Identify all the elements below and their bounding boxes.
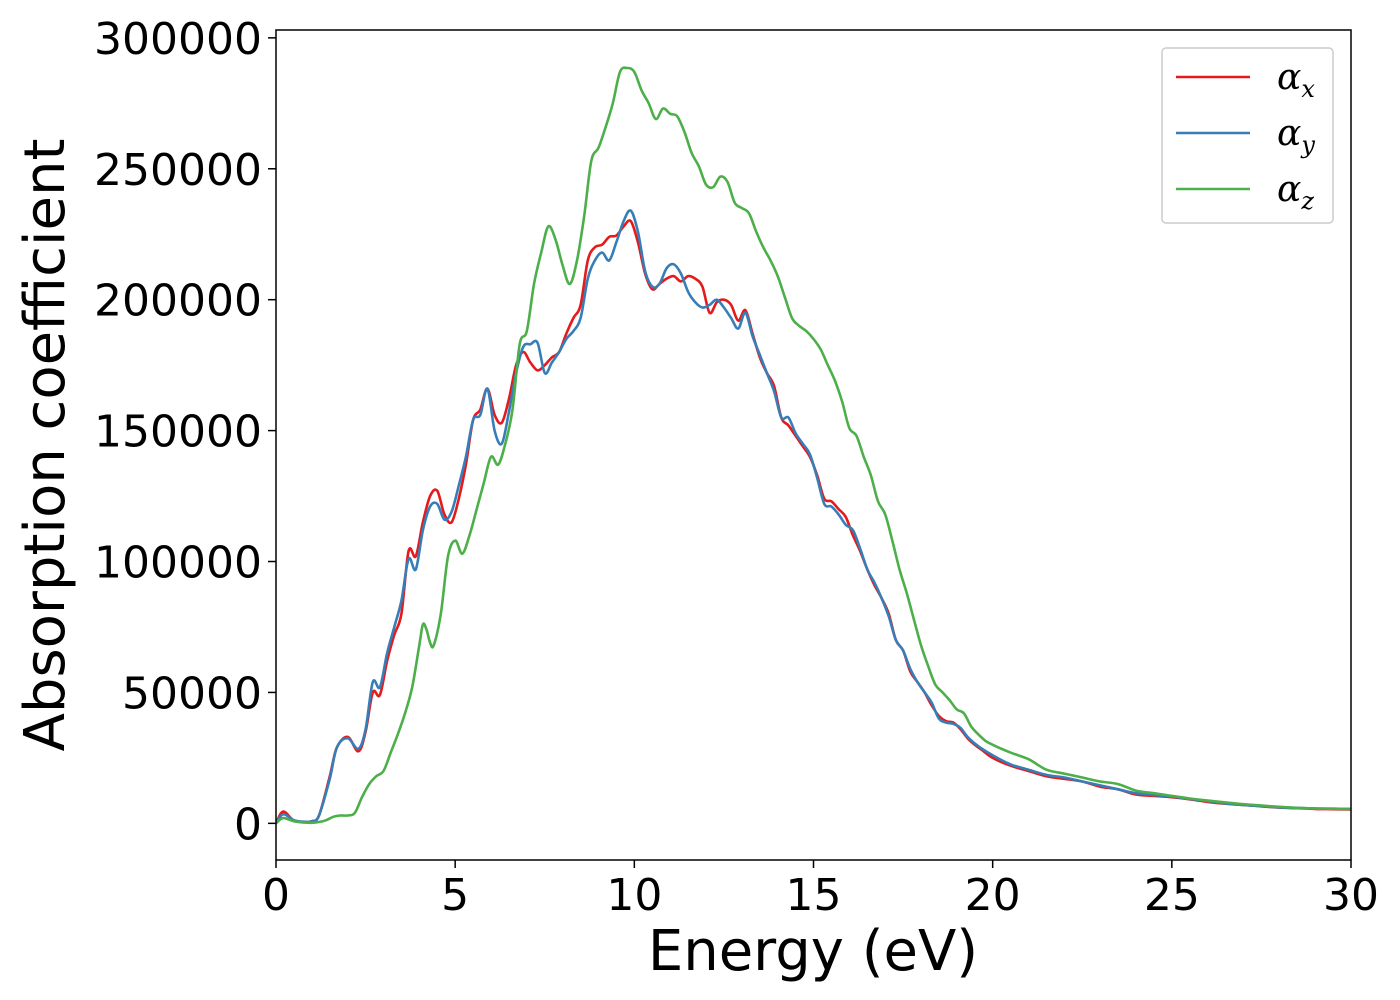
legend: αx αy αz — [1161, 47, 1334, 224]
y-tick-label: 250000 — [94, 145, 262, 196]
x-axis: 0 5 10 15 20 25 30 — [262, 860, 1379, 921]
x-axis-label: Energy (eV) — [648, 919, 978, 984]
y-tick-label: 100000 — [94, 538, 262, 589]
series-layer — [276, 66, 1351, 825]
y-tick-label: 150000 — [94, 407, 262, 458]
legend-box — [1161, 47, 1334, 224]
legend-label-alpha-z: αz — [1277, 169, 1314, 215]
y-tick-label: 50000 — [122, 668, 262, 719]
y-tick-label: 200000 — [94, 276, 262, 327]
y-tick-label: 0 — [234, 799, 262, 850]
legend-label-alpha-x: αx — [1277, 57, 1315, 103]
legend-label-alpha-y: αy — [1277, 113, 1315, 159]
x-tick-label: 10 — [606, 870, 662, 921]
y-tick-label: 300000 — [94, 14, 262, 65]
x-tick-label: 25 — [1144, 870, 1200, 921]
y-axis-label: Absorption coefficient — [13, 139, 78, 752]
x-tick-label: 15 — [786, 870, 842, 921]
series-line-alpha-y — [276, 209, 1351, 825]
x-tick-label: 0 — [262, 870, 290, 921]
x-tick-label: 30 — [1323, 870, 1379, 921]
x-tick-label: 5 — [441, 870, 469, 921]
series-line-alpha-x — [276, 219, 1351, 825]
y-axis: 0 50000 100000 150000 200000 250000 300000 — [94, 14, 276, 850]
x-tick-label: 20 — [965, 870, 1021, 921]
series-line-alpha-z — [276, 66, 1351, 825]
